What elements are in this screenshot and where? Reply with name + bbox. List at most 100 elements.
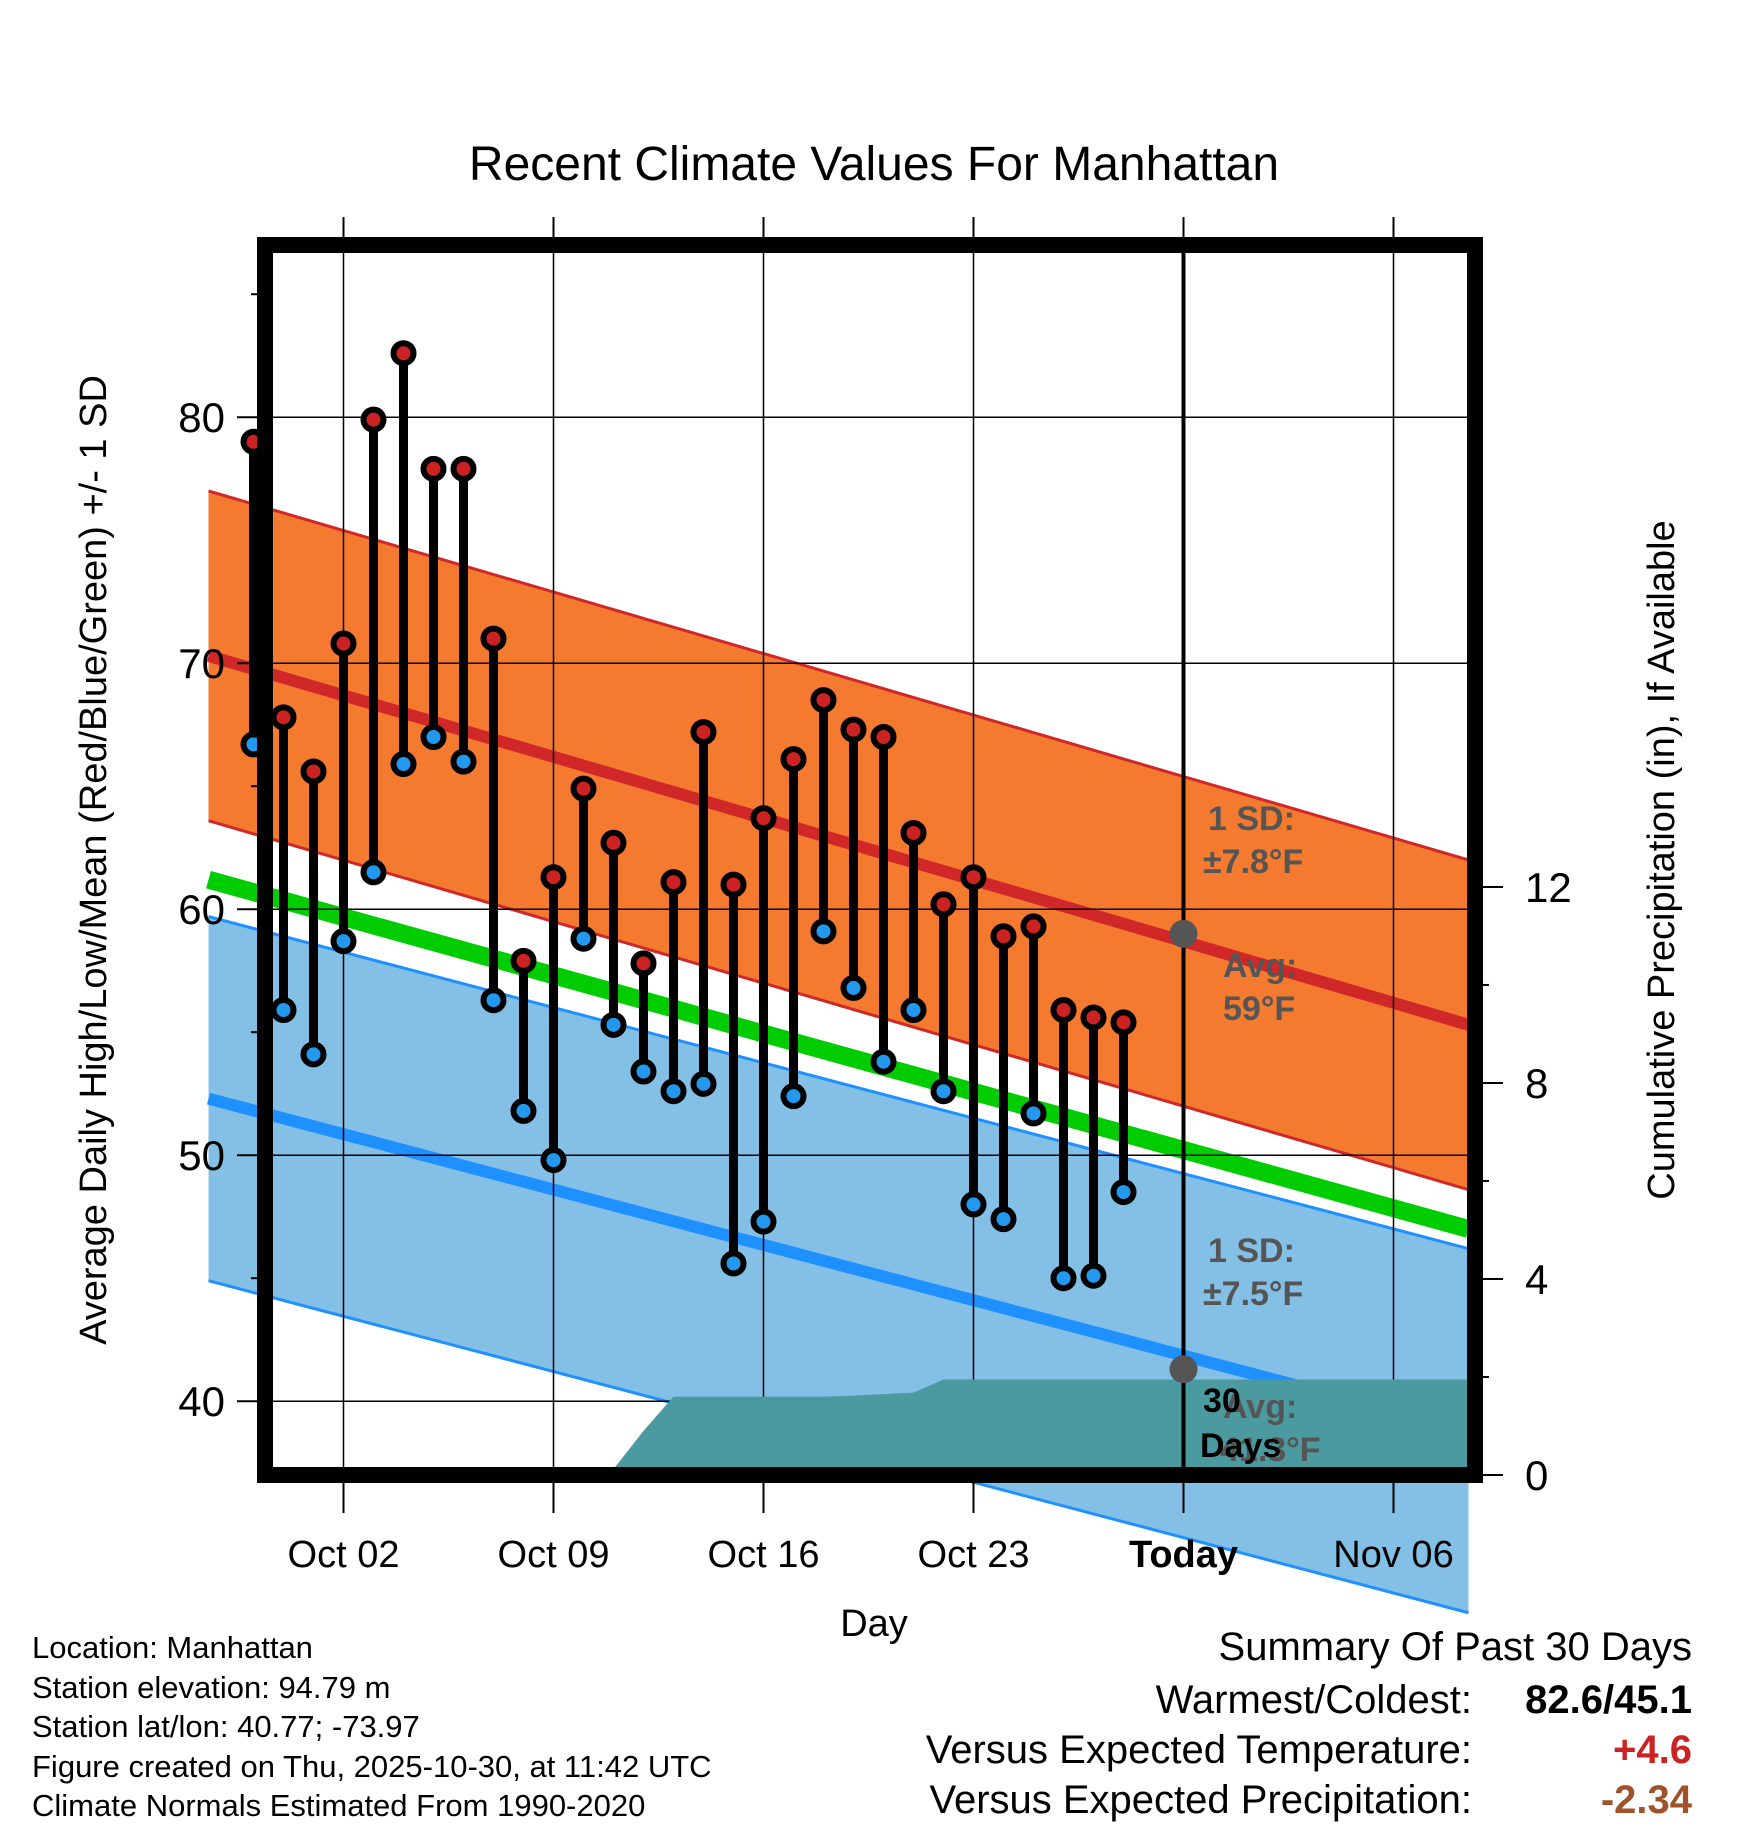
low-sd-band-upper-edge (208, 915, 1469, 1251)
normal-mean-line (206, 871, 1471, 1238)
daily-low-point (930, 1078, 957, 1105)
info-location: Location: Manhattan (32, 1630, 313, 1665)
daily-low-point (630, 1058, 657, 1085)
daily-low-point (1080, 1262, 1107, 1289)
daily-low-point (660, 1078, 687, 1105)
daily-high-point (540, 864, 567, 891)
daily-high-point (390, 340, 417, 367)
axes: Oct 02 Oct 09 Oct 16 Oct 23 Today Nov 06 40 50 6… (178, 217, 1572, 1576)
daily-low-point (810, 918, 837, 945)
high-avg-label: Avg: (1223, 947, 1297, 985)
normal-high-line (206, 650, 1471, 1031)
high-sd-label: 1 SD: (1208, 800, 1295, 838)
daily-low-point (1020, 1100, 1047, 1127)
daily-high-point (630, 950, 657, 977)
summary-temp-value: +4.6 (1613, 1728, 1692, 1772)
chart-title: Recent Climate Values For Manhattan (469, 138, 1279, 191)
summary-temp-row: Versus Expected Temperature: +4.6 (926, 1725, 1692, 1775)
y-tick-label: 40 (178, 1378, 225, 1425)
daily-low-point (330, 928, 357, 955)
x-tick-label: Oct 09 (498, 1534, 610, 1576)
low-sd-value: ±7.5°F (1203, 1275, 1303, 1313)
y-tick-label: 60 (178, 886, 225, 933)
daily-high-point (510, 947, 537, 974)
daily-low-point (570, 925, 597, 952)
daily-high-point (450, 455, 477, 482)
high-sd-band-upper-edge (208, 489, 1469, 862)
plot-border (257, 237, 1483, 1483)
daily-high-point (270, 704, 297, 731)
daily-range-bars (240, 340, 1137, 1292)
annotations: 1 SD: ±7.8°F Avg: 59°F 1 SD: ±7.5°F Avg: 41.3°F… (1169, 245, 1321, 1475)
x-tick-label: Nov 06 (1333, 1534, 1453, 1576)
daily-low-point (270, 997, 297, 1024)
daily-low-point (1050, 1265, 1077, 1292)
daily-high-point (780, 746, 807, 773)
summary-warm-cold-label: Warmest/Coldest: (1155, 1678, 1472, 1722)
station-info: Location: Manhattan Station elevation: 9… (32, 1628, 712, 1826)
info-latlon: Station lat/lon: 40.77; -73.97 (32, 1709, 420, 1744)
low-avg-label: Avg: (1223, 1388, 1297, 1426)
x-tick-label: Today (1129, 1534, 1238, 1576)
info-elevation: Station elevation: 94.79 m (32, 1669, 391, 1705)
info-created: Figure created on Thu, 2025-10-30, at 11… (32, 1748, 712, 1784)
daily-high-point (840, 716, 867, 743)
y2-axis-label: Cumulative Precipitation (in), If Availa… (1641, 520, 1683, 1199)
y-tick-label: 50 (178, 1132, 225, 1179)
y-tick-label: 70 (178, 640, 225, 687)
precip-label-line2: Days (1200, 1427, 1281, 1465)
daily-high-point (1020, 913, 1047, 940)
y2-tick-label: 4 (1525, 1256, 1548, 1303)
summary-title: Summary Of Past 30 Days (1218, 1625, 1692, 1669)
daily-high-point (420, 455, 447, 482)
x-tick-label: Oct 02 (288, 1534, 400, 1576)
summary-warm-cold-row: Warmest/Coldest: 82.6/45.1 (926, 1675, 1692, 1725)
summary-temp-label: Versus Expected Temperature: (925, 1728, 1472, 1772)
daily-high-point (900, 819, 927, 846)
y2-tick-label: 8 (1525, 1060, 1548, 1107)
daily-high-point (930, 891, 957, 918)
daily-high-point (990, 923, 1017, 950)
daily-high-point (600, 829, 627, 856)
daily-low-point (960, 1191, 987, 1218)
daily-low-point (300, 1041, 327, 1068)
daily-high-point (810, 687, 837, 714)
low-avg-value: 41.3°F (1220, 1431, 1321, 1469)
high-sd-value: ±7.8°F (1203, 843, 1303, 881)
daily-low-point (480, 987, 507, 1014)
info-normals: Climate Normals Estimated From 1990-2020 (32, 1788, 646, 1823)
daily-low-point (870, 1048, 897, 1075)
daily-high-point (1110, 1009, 1137, 1036)
daily-low-point (780, 1083, 807, 1110)
daily-low-point (900, 997, 927, 1024)
x-tick-label: Oct 16 (708, 1534, 820, 1576)
daily-high-point (330, 630, 357, 657)
y-tick-label: 80 (178, 394, 225, 441)
daily-high-point (1080, 1004, 1107, 1031)
today-high-avg-marker (1169, 919, 1198, 948)
daily-low-point (450, 748, 477, 775)
summary-precip-value: -2.34 (1600, 1778, 1692, 1822)
high-avg-value: 59°F (1223, 990, 1295, 1028)
daily-high-point (690, 719, 717, 746)
x-tick-label: Oct 23 (918, 1534, 1030, 1576)
daily-low-point (990, 1206, 1017, 1233)
daily-low-point (750, 1208, 777, 1235)
summary-precip-row: Versus Expected Precipitation: -2.34 (926, 1775, 1692, 1825)
cumulative-precip-area (208, 1379, 1469, 1475)
daily-low-point (1110, 1179, 1137, 1206)
high-sd-band-lower-edge (208, 819, 1469, 1192)
daily-high-point (480, 625, 507, 652)
precip-label-line1: 30 (1203, 1382, 1241, 1420)
daily-high-point (660, 869, 687, 896)
summary-panel: Summary Of Past 30 Days Warmest/Coldest:… (926, 1622, 1692, 1825)
normal-low-line (206, 1092, 1471, 1437)
daily-high-point (720, 871, 747, 898)
daily-high-point (570, 775, 597, 802)
y2-tick-label: 12 (1525, 864, 1572, 911)
daily-high-point (960, 864, 987, 891)
plot-frame (257, 237, 1483, 1483)
daily-low-point (360, 859, 387, 886)
daily-low-point (720, 1250, 747, 1277)
